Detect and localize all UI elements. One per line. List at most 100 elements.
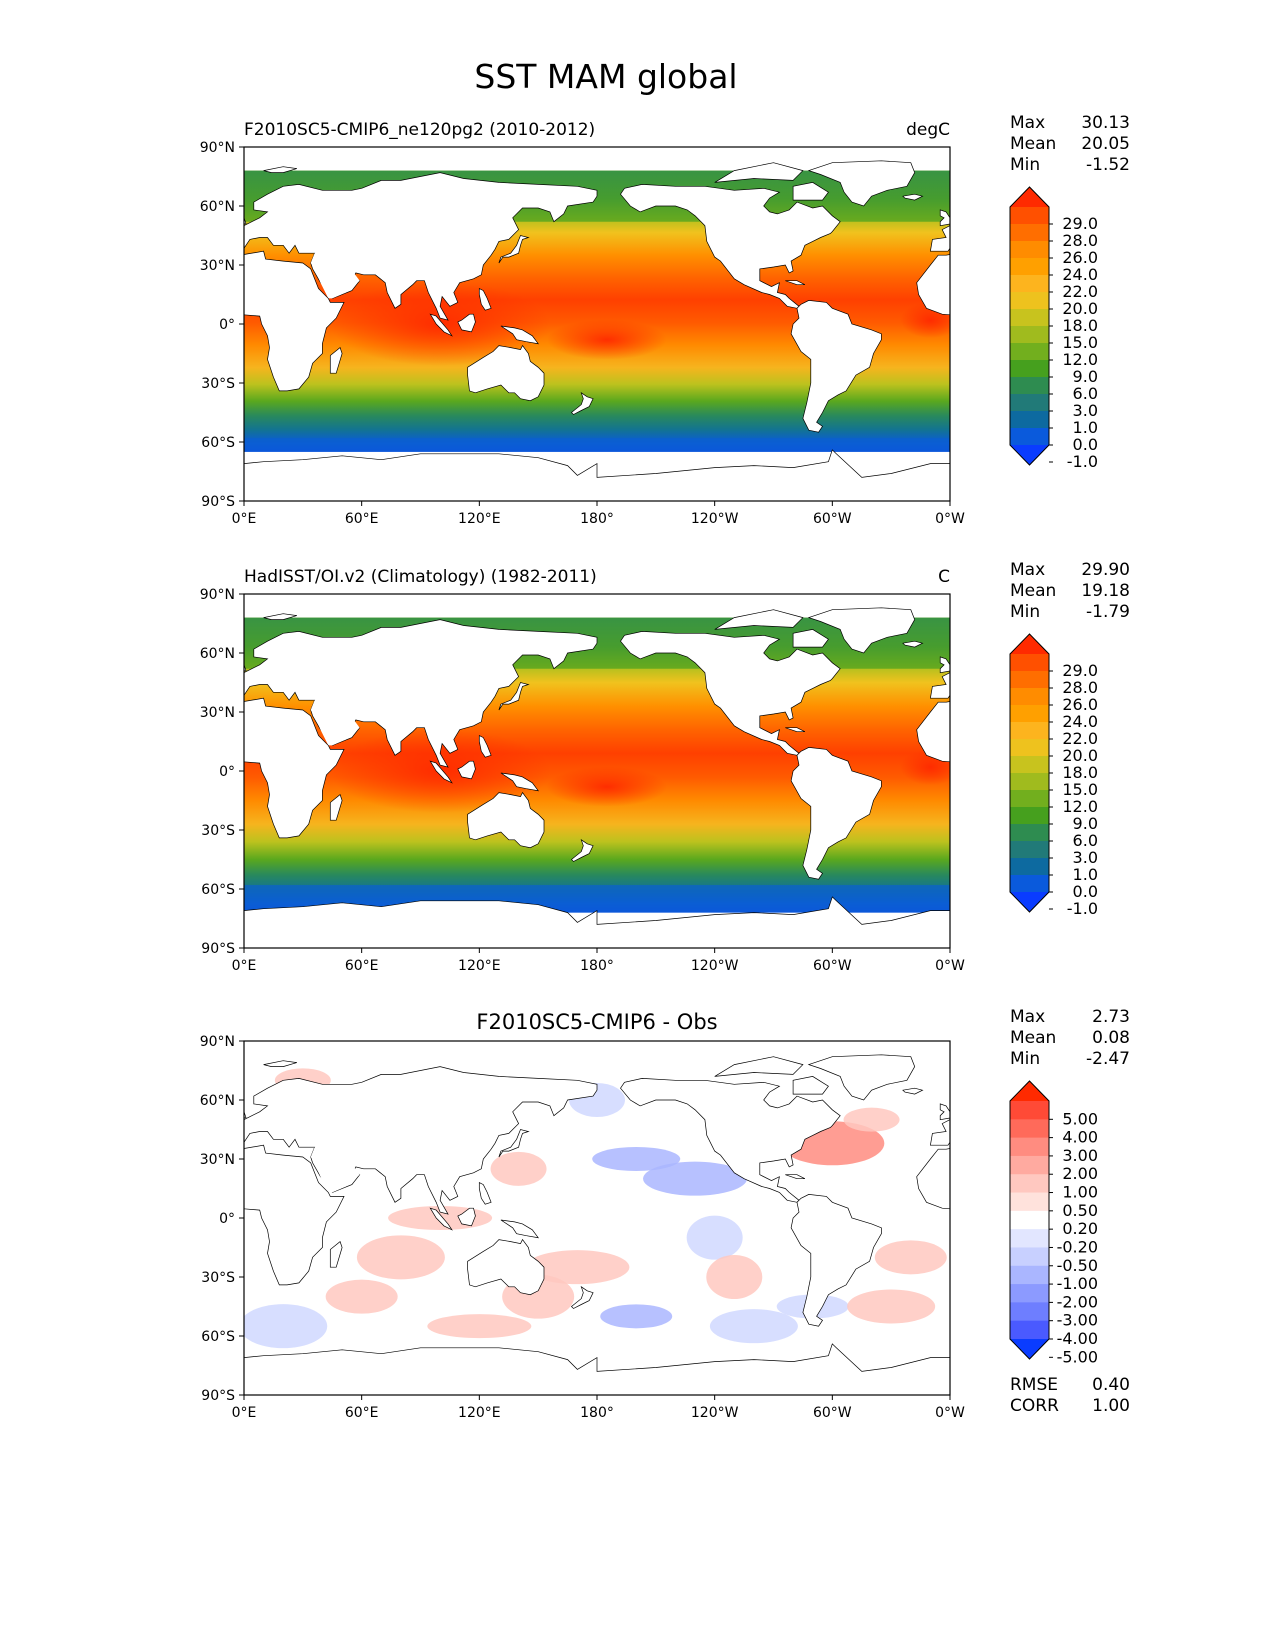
lon-tick-label: 180°: [580, 958, 614, 974]
lon-tick-label: 120°W: [691, 958, 739, 974]
land-madagascar: [329, 1241, 343, 1268]
lat-tick-label: 30°S: [201, 376, 235, 392]
colorbar-segment: [1010, 875, 1049, 893]
land-arabia_fill: [310, 1147, 360, 1193]
colorbar-segment: [1010, 824, 1049, 842]
stat-value: 2.73: [1092, 1007, 1130, 1027]
diff-anomaly-patch: [643, 1161, 748, 1196]
lat-tick-label: 60°S: [201, 435, 235, 451]
stat-value: -1.79: [1086, 602, 1130, 622]
lat-tick-label: 60°N: [200, 646, 235, 662]
land-britain-wrap: [939, 209, 950, 227]
land-antarctica: [244, 449, 950, 501]
colorbar-tick-label: -0.20: [1057, 1237, 1098, 1256]
land-japan: [498, 682, 530, 711]
colorbar-sst: 29.028.026.024.022.020.018.015.012.09.06…: [1009, 186, 1098, 471]
colorbar-segment: [1010, 807, 1049, 825]
stat-label: Mean: [1010, 134, 1056, 154]
land-africa-wrap: [916, 254, 950, 316]
colorbar-tick-label: 12.0: [1062, 797, 1098, 816]
lon-tick-label: 0°E: [232, 511, 257, 527]
colorbar-tick-label: 29.0: [1062, 661, 1098, 680]
land-philippines: [478, 1182, 492, 1205]
diff-anomaly-patch: [706, 1255, 763, 1299]
colorbar-extend-bottom: [1010, 1339, 1049, 1359]
land-borneo: [457, 760, 476, 780]
lon-tick-label: 0°W: [935, 511, 965, 527]
stat-value: 19.18: [1081, 581, 1130, 601]
colorbar-tick-label: 29.0: [1062, 214, 1098, 233]
colorbar-segment: [1010, 1174, 1049, 1194]
colorbar-tick-label: 0.50: [1062, 1201, 1098, 1220]
land-arabia_fill: [310, 700, 360, 746]
land-africa-wrap: [916, 701, 950, 763]
colorbar-segment: [1010, 654, 1049, 672]
colorbar-segment: [1010, 377, 1049, 395]
colorbar-tick-label: 26.0: [1062, 248, 1098, 267]
land-sumatra: [429, 1207, 453, 1231]
colorbar-extend-bottom: [1010, 892, 1049, 912]
land-sumatra: [429, 760, 453, 784]
panel-diff: 90°N 60°N 30°N 0° 30°S 60°S 90°S0°E 60°E 120°E 18…: [200, 1007, 1130, 1421]
land-africa: [244, 697, 345, 839]
extra-stat-label: RMSE: [1010, 1375, 1058, 1395]
colorbar-segment: [1010, 275, 1049, 293]
colorbar-tick-label: -2.00: [1057, 1292, 1098, 1311]
land-newguinea: [500, 325, 540, 345]
colorbar-tick-label: -4.00: [1057, 1329, 1098, 1348]
land-caribbean: [785, 1174, 806, 1180]
extra-stat-label: CORR: [1010, 1396, 1059, 1416]
warm-pool-south-pacific: [546, 766, 667, 807]
colorbar-segment: [1010, 756, 1049, 774]
land-africa-wrap: [916, 1148, 950, 1210]
colorbar-tick-label: 28.0: [1062, 231, 1098, 250]
colorbar-tick-label: -5.00: [1057, 1347, 1098, 1366]
land-eurasia-wrap: [929, 1119, 950, 1146]
land-africa: [244, 250, 345, 392]
panel-units: C: [938, 567, 950, 587]
land-borneo: [457, 313, 476, 333]
lat-tick-label: 30°S: [201, 1270, 235, 1286]
lon-tick-label: 60°W: [813, 1405, 852, 1421]
lat-tick-label: 60°N: [200, 1093, 235, 1109]
lon-tick-label: 0°W: [935, 958, 965, 974]
land-baffin: [792, 1076, 829, 1095]
colorbar-tick-label: 20.0: [1062, 746, 1098, 765]
diff-anomaly-patch: [874, 1240, 947, 1275]
colorbar-sst: 29.028.026.024.022.020.018.015.012.09.06…: [1009, 633, 1098, 918]
colorbar-tick-label: 9.0: [1073, 367, 1098, 386]
colorbar-tick-label: 22.0: [1062, 729, 1098, 748]
colorbar-segment: [1010, 739, 1049, 757]
lat-tick-label: 90°N: [200, 587, 235, 603]
colorbar-segment: [1010, 428, 1049, 446]
colorbar-segment: [1010, 858, 1049, 876]
colorbar-segment: [1010, 326, 1049, 344]
colorbar-segment: [1010, 207, 1049, 225]
colorbar-tick-label: 26.0: [1062, 695, 1098, 714]
lat-tick-label: 90°N: [200, 140, 235, 156]
lat-tick-label: 60°S: [201, 1329, 235, 1345]
land-arctic_islands: [714, 1056, 804, 1077]
stat-label: Max: [1010, 560, 1045, 580]
colorbar-tick-label: -1.0: [1067, 452, 1098, 471]
stat-label: Min: [1010, 155, 1040, 175]
land-sumatra: [429, 313, 453, 337]
colorbar-segment: [1010, 258, 1049, 276]
land-madagascar: [329, 794, 343, 821]
land-greenland: [807, 607, 916, 654]
land-australia: [467, 1238, 545, 1296]
diff-anomaly-patch: [244, 1304, 328, 1349]
colorbar-extend-top: [1010, 187, 1049, 207]
colorbar-segment: [1010, 309, 1049, 327]
diff-anomaly-patch: [709, 1309, 798, 1344]
map-obs: [244, 594, 950, 948]
stat-label: Max: [1010, 1007, 1045, 1027]
colorbar-tick-label: 3.00: [1062, 1146, 1098, 1165]
land-baffin: [792, 182, 829, 201]
land-svalbard: [263, 613, 297, 620]
land-newguinea: [500, 1219, 540, 1239]
stat-value: -2.47: [1086, 1049, 1130, 1069]
land-caribbean: [785, 280, 806, 286]
land-newzealand: [570, 391, 594, 415]
